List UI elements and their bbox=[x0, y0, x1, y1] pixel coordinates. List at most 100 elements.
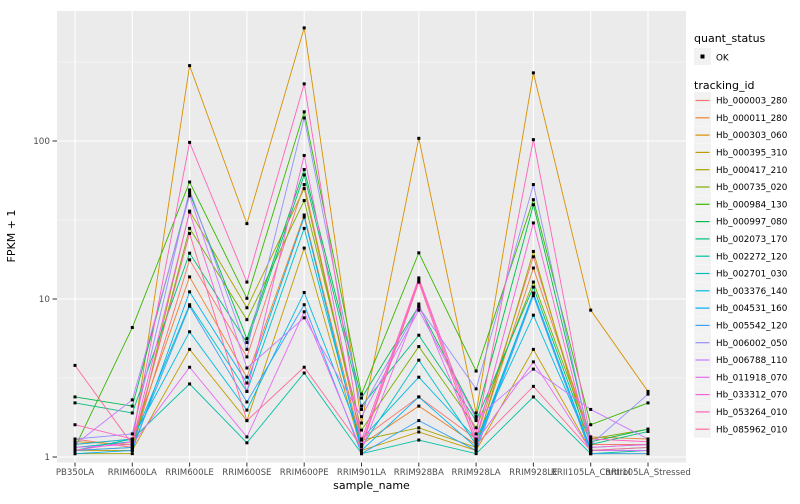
data-point[interactable] bbox=[302, 116, 306, 120]
data-point[interactable] bbox=[474, 369, 478, 373]
data-point[interactable] bbox=[302, 26, 306, 30]
data-point[interactable] bbox=[646, 445, 650, 449]
data-point[interactable] bbox=[646, 440, 650, 444]
data-point[interactable] bbox=[646, 427, 650, 431]
data-point[interactable] bbox=[589, 442, 593, 446]
data-point[interactable] bbox=[531, 203, 535, 207]
data-point[interactable] bbox=[245, 435, 249, 439]
data-point[interactable] bbox=[188, 194, 192, 198]
data-point[interactable] bbox=[474, 387, 478, 391]
data-point[interactable] bbox=[417, 280, 421, 284]
data-point[interactable] bbox=[417, 302, 421, 306]
data-point[interactable] bbox=[360, 442, 363, 446]
data-point[interactable] bbox=[245, 389, 249, 393]
data-point[interactable] bbox=[589, 435, 593, 439]
data-point[interactable] bbox=[531, 249, 535, 253]
data-point[interactable] bbox=[474, 417, 478, 421]
data-point[interactable] bbox=[302, 316, 306, 320]
data-point[interactable] bbox=[130, 404, 134, 408]
data-point[interactable] bbox=[188, 365, 192, 369]
data-point[interactable] bbox=[360, 421, 363, 425]
data-point[interactable] bbox=[531, 285, 535, 289]
data-point[interactable] bbox=[302, 110, 306, 114]
data-point[interactable] bbox=[302, 187, 306, 191]
data-point[interactable] bbox=[245, 400, 249, 404]
data-point[interactable] bbox=[531, 347, 535, 351]
data-point[interactable] bbox=[360, 445, 363, 449]
data-point[interactable] bbox=[188, 180, 192, 184]
data-point[interactable] bbox=[302, 168, 306, 172]
data-point[interactable] bbox=[531, 395, 535, 399]
data-point[interactable] bbox=[531, 367, 535, 371]
data-point[interactable] bbox=[417, 404, 421, 408]
data-point[interactable] bbox=[130, 326, 134, 330]
data-point[interactable] bbox=[302, 303, 306, 307]
data-point[interactable] bbox=[188, 226, 192, 230]
data-point[interactable] bbox=[474, 432, 478, 436]
data-point[interactable] bbox=[360, 415, 363, 419]
data-point[interactable] bbox=[531, 266, 535, 270]
data-point[interactable] bbox=[417, 276, 421, 280]
data-point[interactable] bbox=[188, 191, 192, 195]
data-point[interactable] bbox=[130, 398, 134, 402]
data-point[interactable] bbox=[589, 423, 593, 427]
data-point[interactable] bbox=[188, 382, 192, 386]
data-point[interactable] bbox=[302, 82, 306, 86]
data-point[interactable] bbox=[188, 258, 192, 262]
data-point[interactable] bbox=[245, 366, 249, 370]
data-point[interactable] bbox=[188, 303, 192, 307]
data-point[interactable] bbox=[360, 392, 363, 396]
data-point[interactable] bbox=[302, 153, 306, 157]
data-point[interactable] bbox=[646, 430, 650, 434]
data-point[interactable] bbox=[302, 215, 306, 219]
data-point[interactable] bbox=[73, 363, 77, 367]
data-point[interactable] bbox=[188, 275, 192, 279]
data-point[interactable] bbox=[302, 183, 306, 187]
data-point[interactable] bbox=[245, 375, 249, 379]
data-point[interactable] bbox=[302, 173, 306, 177]
data-point[interactable] bbox=[417, 305, 421, 309]
data-point[interactable] bbox=[188, 304, 192, 308]
data-point[interactable] bbox=[417, 358, 421, 362]
data-point[interactable] bbox=[417, 438, 421, 442]
data-point[interactable] bbox=[474, 452, 478, 456]
data-point[interactable] bbox=[531, 183, 535, 187]
data-point[interactable] bbox=[360, 448, 363, 452]
data-point[interactable] bbox=[188, 188, 192, 192]
data-point[interactable] bbox=[188, 210, 192, 214]
data-point[interactable] bbox=[245, 381, 249, 385]
data-point[interactable] bbox=[531, 294, 535, 298]
data-point[interactable] bbox=[302, 310, 306, 314]
data-point[interactable] bbox=[130, 440, 134, 444]
data-point[interactable] bbox=[360, 404, 363, 408]
data-point[interactable] bbox=[474, 426, 478, 430]
data-point[interactable] bbox=[245, 306, 249, 310]
data-point[interactable] bbox=[188, 290, 192, 294]
data-point[interactable] bbox=[73, 452, 77, 456]
data-point[interactable] bbox=[245, 441, 249, 445]
data-point[interactable] bbox=[73, 423, 77, 427]
data-point[interactable] bbox=[646, 401, 650, 405]
data-point[interactable] bbox=[531, 221, 535, 225]
data-point[interactable] bbox=[474, 442, 478, 446]
data-point[interactable] bbox=[188, 64, 192, 68]
data-point[interactable] bbox=[360, 438, 363, 442]
data-point[interactable] bbox=[302, 226, 306, 230]
data-point[interactable] bbox=[417, 345, 421, 349]
data-point[interactable] bbox=[130, 411, 134, 415]
data-point[interactable] bbox=[474, 448, 478, 452]
data-point[interactable] bbox=[245, 355, 249, 359]
data-point[interactable] bbox=[73, 448, 77, 452]
data-point[interactable] bbox=[130, 445, 134, 449]
data-point[interactable] bbox=[360, 452, 363, 456]
data-point[interactable] bbox=[474, 411, 478, 415]
data-point[interactable] bbox=[130, 452, 134, 456]
data-point[interactable] bbox=[646, 389, 650, 393]
data-point[interactable] bbox=[474, 419, 478, 423]
data-point[interactable] bbox=[589, 445, 593, 449]
data-point[interactable] bbox=[531, 198, 535, 202]
data-point[interactable] bbox=[531, 360, 535, 364]
data-point[interactable] bbox=[531, 255, 535, 259]
data-point[interactable] bbox=[474, 445, 478, 449]
data-point[interactable] bbox=[589, 440, 593, 444]
